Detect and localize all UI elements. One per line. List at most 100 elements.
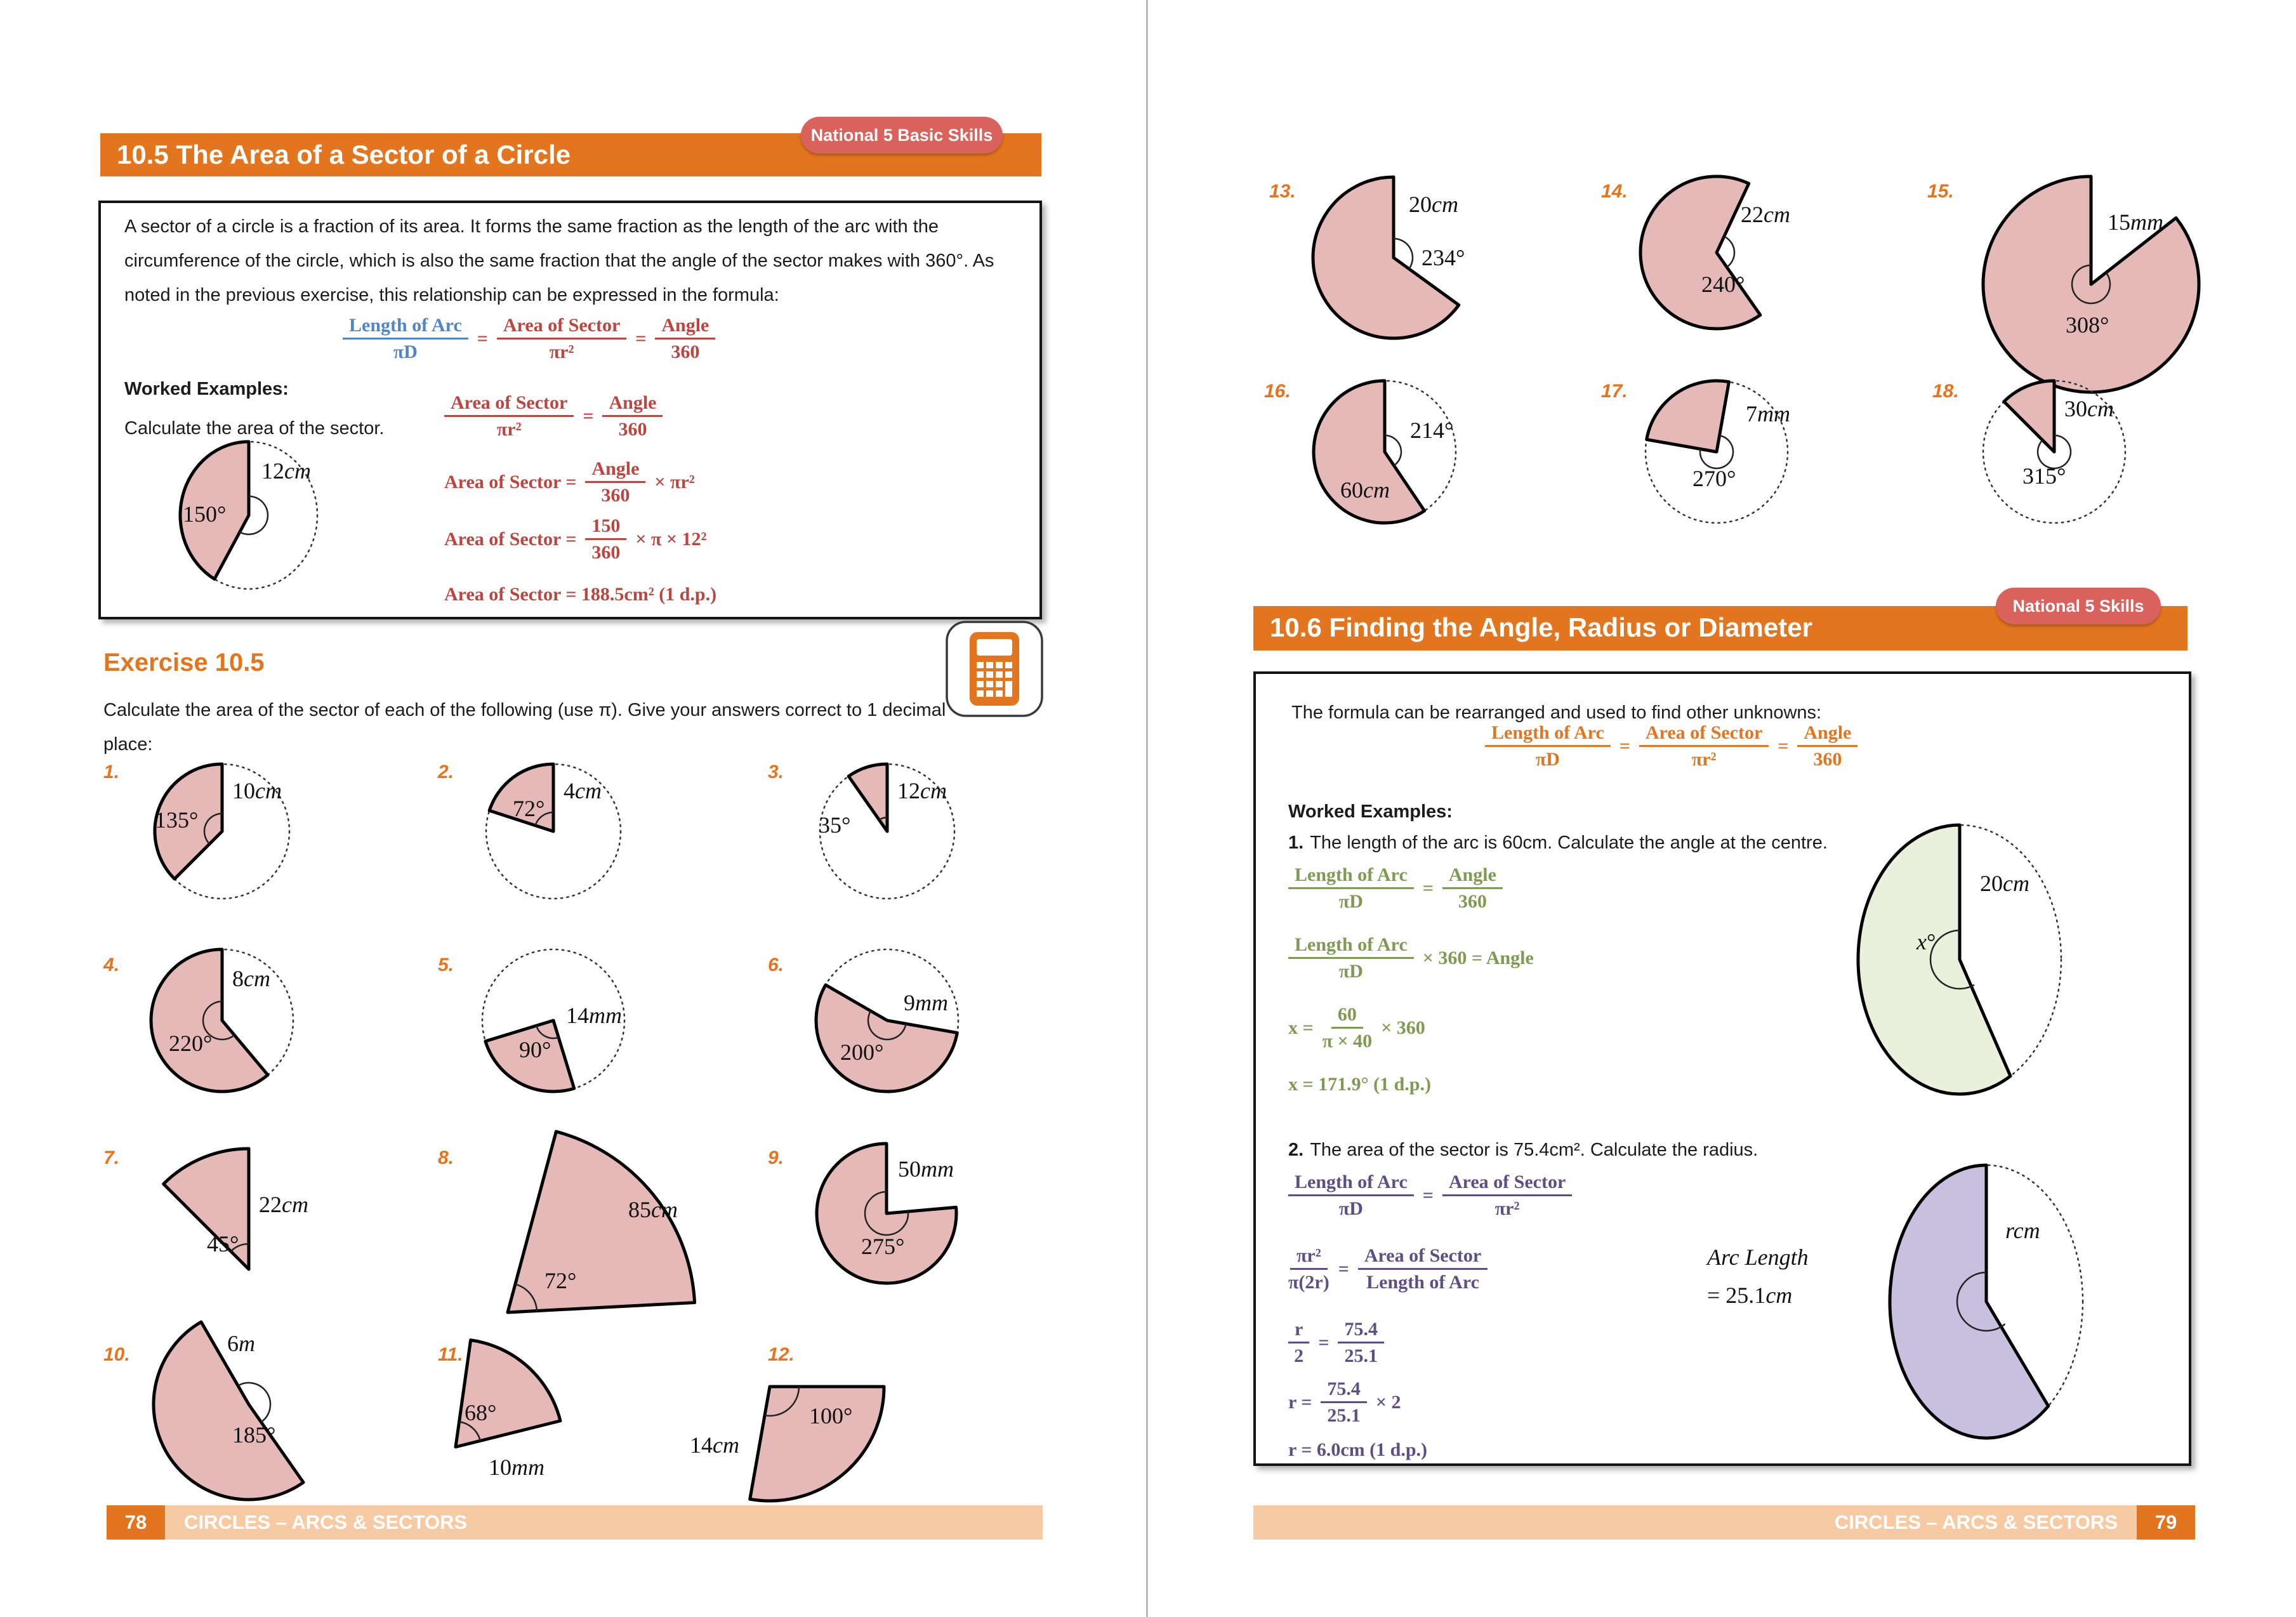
- problem-4-angle-arc: [202, 1000, 235, 1041]
- badge-label: National 5 Skills: [2012, 596, 2144, 616]
- formula-part: =: [1318, 1331, 1329, 1353]
- problem-14-label-1: 240°: [1701, 272, 1745, 297]
- problem-11-label-1: 68°: [465, 1400, 496, 1425]
- formula-part: x =: [1288, 1017, 1314, 1038]
- problem-3-label-0: 12cm: [897, 778, 947, 803]
- problem-2-circle: [485, 763, 622, 900]
- footer-bar-left: CIRCLES – ARCS & SECTORS: [165, 1505, 1043, 1540]
- footer-title: CIRCLES – ARCS & SECTORS: [1834, 1511, 2118, 1533]
- we2-step-3: r 2 = 75.4 25.1: [1288, 1319, 1384, 1366]
- problem-7-label-0: 22cm: [259, 1192, 308, 1217]
- we1-number: 1.: [1288, 833, 1304, 853]
- we2-step-4: r = 75.4 25.1 × 2: [1288, 1378, 1401, 1426]
- problem-number-2: 2.: [438, 762, 454, 782]
- formula-part: =: [477, 327, 488, 349]
- problem-8-label-1: 72°: [544, 1268, 576, 1293]
- formula-part: Area of Sector = 188.5cm² (1 d.p.): [444, 584, 717, 605]
- exercise-instruction: Calculate the area of the sector of each…: [103, 693, 1043, 762]
- exercise-heading: Exercise 10.5: [103, 649, 265, 676]
- problem-18-label-1: 315°: [2022, 463, 2066, 489]
- problem-13-angle-arc: [1393, 237, 1414, 270]
- formula-part: Length of Arc πD: [1485, 722, 1611, 770]
- problem-4-label-0: 8cm: [232, 966, 270, 991]
- skills-badge-right: National 5 Skills: [1996, 588, 2161, 624]
- section-title: 10.5 The Area of a Sector of a Circle: [117, 140, 571, 169]
- problem-15-label-1: 308°: [2066, 312, 2109, 338]
- problem-5-label-1: 90°: [519, 1037, 551, 1062]
- formula-part: Length of Arc πD: [1288, 864, 1414, 912]
- problem-16-sector: [1312, 379, 1427, 525]
- problem-number-4: 4.: [103, 954, 120, 975]
- we1-text: The length of the arc is 60cm. Calculate…: [1310, 833, 1828, 853]
- problem-number-8: 8.: [438, 1147, 454, 1168]
- section-title: 10.6 Finding the Angle, Radius or Diamet…: [1270, 612, 1812, 642]
- we1-step-2: Length of Arc πD × 360 = Angle: [1288, 934, 1534, 982]
- formula-part: Angle 360: [1797, 722, 1858, 770]
- problem-11-angle-arc: [459, 1421, 482, 1441]
- problem-16-label-0: 60cm: [1340, 477, 1390, 503]
- instruction-line: place:: [103, 734, 153, 755]
- problem-2-sector: [487, 762, 555, 833]
- formula-part: =: [1422, 1184, 1434, 1206]
- intro-line: circumference of the circle, which is al…: [124, 251, 994, 271]
- problem-6-sector: [814, 983, 959, 1093]
- problem-5-sector: [484, 1019, 576, 1093]
- formula-part: Angle 360: [655, 315, 716, 362]
- footer-title: CIRCLES – ARCS & SECTORS: [184, 1511, 468, 1533]
- problem-number-10: 10.: [103, 1344, 130, 1365]
- we2-step-5: r = 6.0cm (1 d.p.): [1288, 1439, 1427, 1461]
- we1-step-4: x = 171.9° (1 d.p.): [1288, 1074, 1431, 1095]
- formula-part: =: [1338, 1258, 1349, 1279]
- problem-9-angle-arc: [864, 1191, 909, 1236]
- problem-15-angle-arc: [2071, 264, 2111, 305]
- problem-6-label-0: 9mm: [904, 990, 948, 1015]
- formula-part: Area of Sector Length of Arc: [1357, 1245, 1488, 1293]
- problem-4-label-1: 220°: [169, 1031, 212, 1056]
- problem-7-angle-arc: [230, 1243, 249, 1252]
- left-worked-example-step-4: Area of Sector = 188.5cm² (1 d.p.): [444, 584, 716, 605]
- problem-15-label-0: 15mm: [2108, 209, 2163, 235]
- problem-11-sector: [454, 1338, 562, 1449]
- problem-number-13: 13.: [1269, 181, 1296, 202]
- page-number-right: 79: [2137, 1505, 2195, 1540]
- problem-14-angle-arc: [1724, 235, 1736, 268]
- formula-part: Area of Sector πr²: [444, 392, 574, 440]
- problem-17-angle-arc: [1699, 435, 1734, 470]
- page-number-left: 78: [107, 1505, 165, 1540]
- problem-8-sector: [506, 1130, 697, 1314]
- problem-1-angle-arc: [203, 812, 223, 845]
- instruction-line: Calculate the area of the sector of each…: [103, 700, 946, 720]
- we2-number: 2.: [1288, 1140, 1304, 1160]
- problem-13-label-0: 20cm: [1409, 192, 1458, 217]
- page-divider: [1146, 0, 1148, 1617]
- intro-line: noted in the previous exercise, this rel…: [124, 285, 779, 305]
- problem-9-label-1: 275°: [861, 1234, 904, 1259]
- formula-part: Area of Sector πr²: [1442, 1172, 1573, 1219]
- problem-number-7: 7.: [103, 1147, 120, 1168]
- intro-line: A sector of a circle is a fraction of it…: [124, 216, 939, 237]
- problem-13-sector: [1311, 175, 1461, 340]
- problem-17-label-1: 270°: [1692, 466, 1736, 491]
- problem-5-circle: [481, 948, 626, 1093]
- problem-12-angle-arc: [764, 1386, 800, 1417]
- problem-16-angle-arc: [1384, 434, 1402, 466]
- problem-number-18: 18.: [1932, 381, 1959, 402]
- we2-step-1: Length of Arc πD = Area of Sector πr²: [1288, 1172, 1573, 1219]
- problem-number-16: 16.: [1264, 381, 1291, 402]
- problem-9-sector: [815, 1142, 958, 1285]
- formula-part: Length of Arc πD: [1288, 1172, 1414, 1219]
- skills-badge-left: National 5 Basic Skills: [801, 117, 1003, 154]
- problem-1-label-0: 10cm: [232, 778, 282, 803]
- problem-5-label-0: 14mm: [566, 1003, 622, 1028]
- problem-17-sector: [1645, 379, 1731, 454]
- problem-7-label-1: 45°: [207, 1231, 239, 1257]
- problem-6-angle-arc: [867, 1010, 907, 1041]
- problem-number-9: 9.: [768, 1147, 784, 1168]
- problem-10-sector: [152, 1320, 305, 1502]
- formula-part: =: [583, 405, 594, 426]
- problem-14-sector: [1639, 175, 1762, 331]
- problem-13-label-1: 234°: [1422, 245, 1465, 270]
- problem-6-label-1: 200°: [840, 1040, 883, 1065]
